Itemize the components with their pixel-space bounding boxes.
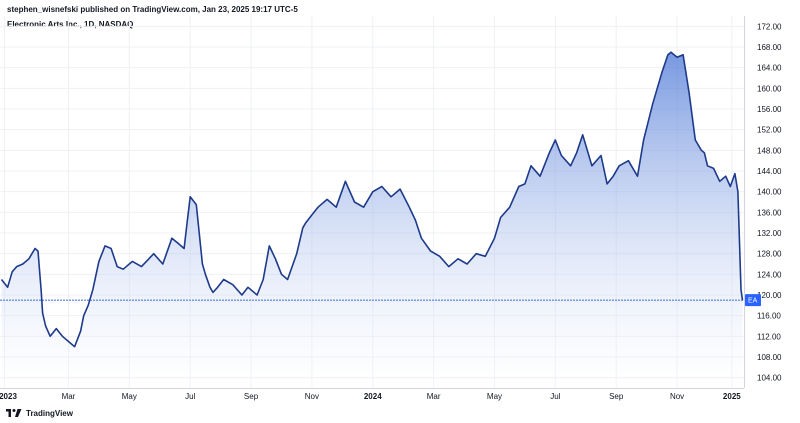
brand-name: TradingView: [26, 408, 73, 418]
x-tick-label: May: [122, 392, 137, 401]
y-tick-label: 104.00: [757, 374, 782, 383]
x-tick-label: Jul: [185, 392, 195, 401]
x-tick-label: Nov: [670, 392, 684, 401]
y-tick-label: 132.00: [757, 229, 782, 238]
last-price-badge: EA: [745, 294, 761, 307]
y-tick-label: 116.00: [757, 312, 781, 321]
x-tick-label: May: [487, 392, 502, 401]
y-tick-label: 164.00: [757, 64, 782, 73]
price-line[interactable]: [0, 51, 744, 348]
y-tick-label: 108.00: [757, 353, 782, 362]
y-tick-label: 124.00: [757, 270, 782, 279]
x-tick-label: Mar: [62, 392, 76, 401]
y-tick-label: 160.00: [757, 84, 782, 93]
tradingview-logo-icon: [6, 409, 22, 417]
brand[interactable]: TradingView: [6, 407, 73, 419]
publish-info: stephen_wisnefski published on TradingVi…: [7, 5, 298, 14]
x-tick-label: Sep: [244, 392, 259, 401]
x-tick-label: Jul: [550, 392, 560, 401]
y-tick-label: 172.00: [757, 22, 782, 31]
y-tick-label: 168.00: [757, 43, 782, 52]
y-tick-label: 120.00: [757, 291, 782, 300]
y-tick-label: 148.00: [757, 146, 782, 155]
x-tick-label: 2025: [723, 392, 741, 401]
price-area: [1, 52, 743, 388]
y-tick-label: 152.00: [757, 126, 782, 135]
header-bar: [0, 0, 800, 18]
last-price-badge-bg: [745, 294, 761, 307]
y-tick-label: 156.00: [757, 105, 782, 114]
y-axis: 104.00 108.00 112.00 116.00 120.00 124.00 128.…: [757, 22, 782, 382]
x-axis: 2023 Mar May Jul Sep Nov 2024 Mar May Jul Sep Nov 20…: [0, 392, 741, 401]
y-tick-label: 144.00: [757, 167, 782, 176]
x-tick-label: Mar: [427, 392, 441, 401]
x-tick-label: Nov: [305, 392, 319, 401]
x-tick-label: Sep: [609, 392, 624, 401]
y-tick-label: 112.00: [757, 332, 781, 341]
symbol-title[interactable]: Electronic Arts Inc., 1D, NASDAQ: [7, 20, 134, 29]
x-tick-label: 2023: [0, 392, 17, 401]
y-tick-label: 128.00: [757, 250, 782, 259]
y-tick-label: 136.00: [757, 208, 782, 217]
y-tick-label: 140.00: [757, 188, 782, 197]
last-price-badge-label: EA: [748, 298, 758, 305]
x-tick-label: 2024: [364, 392, 382, 401]
